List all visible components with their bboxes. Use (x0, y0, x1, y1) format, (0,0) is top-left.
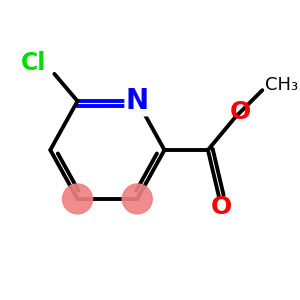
Circle shape (122, 184, 152, 214)
Text: N: N (126, 87, 149, 115)
Text: O: O (211, 195, 232, 219)
Text: O: O (230, 100, 251, 124)
Text: Cl: Cl (21, 51, 47, 75)
Circle shape (62, 184, 92, 214)
Text: CH₃: CH₃ (265, 76, 298, 94)
